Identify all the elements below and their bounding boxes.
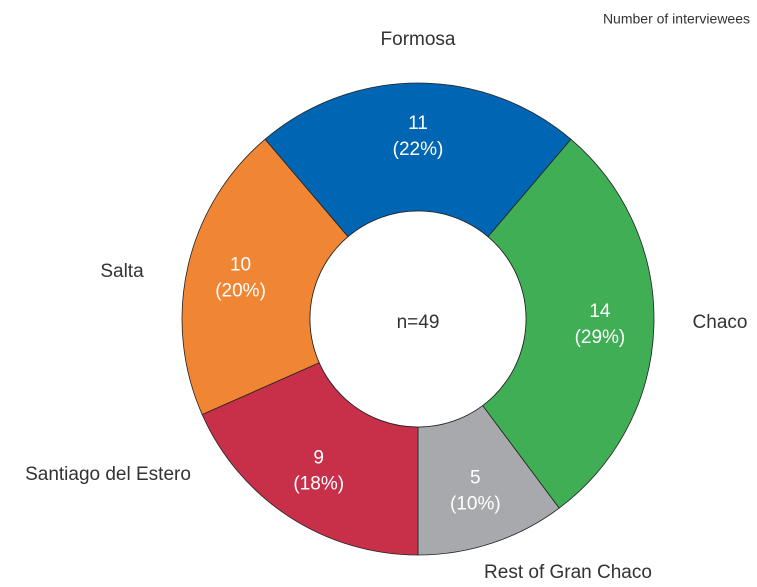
value-label: 11: [408, 113, 428, 134]
center-label: n=49: [397, 312, 440, 333]
value-label: 9: [313, 448, 324, 469]
percent-label: (29%): [575, 327, 626, 348]
value-label: 10: [230, 255, 251, 276]
value-label: 5: [470, 468, 481, 489]
percent-label: (10%): [450, 494, 501, 515]
category-label: Formosa: [381, 29, 456, 50]
category-label: Salta: [100, 261, 144, 282]
value-label: 14: [589, 301, 611, 322]
percent-label: (20%): [215, 281, 266, 302]
percent-label: (22%): [393, 139, 444, 160]
category-label: Santiago del Estero: [25, 464, 191, 485]
hole: [309, 210, 527, 428]
category-label: Chaco: [693, 312, 748, 333]
percent-label: (18%): [293, 474, 344, 495]
note: Number of interviewees: [603, 11, 750, 27]
category-label: Rest of Gran Chaco: [484, 562, 652, 583]
